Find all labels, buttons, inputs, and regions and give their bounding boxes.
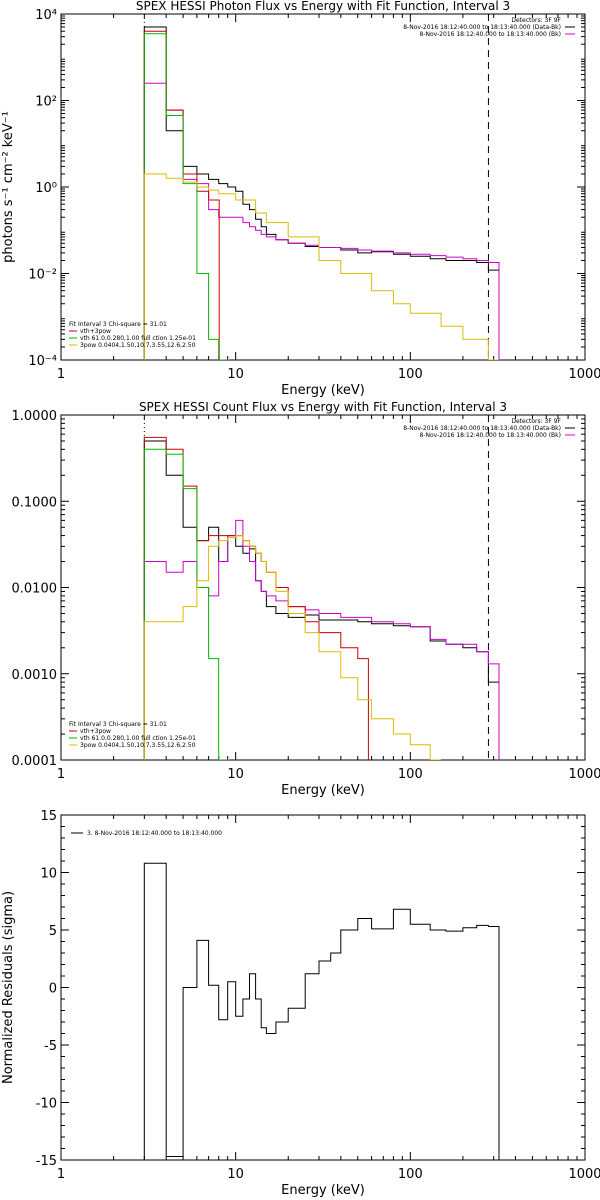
fit-legend-item: vth+3pow	[80, 728, 111, 735]
x-axis-label: Energy (keV)	[281, 783, 365, 798]
fit-legend-item: 3pow 0.0404,1.50,10.7,3.55,12.6,2.50	[80, 742, 196, 749]
header-legend-item: 8-Nov-2016 18:12:40.000 to 18:13:40.000 …	[419, 31, 561, 38]
panel-3	[60, 814, 586, 1161]
fit-legend-item: vth 61.0,0.280,1.00 full ction 1.25e-01	[80, 335, 196, 342]
x-tick-label: 1000	[568, 367, 600, 382]
x-axis-label: Energy (keV)	[281, 383, 365, 398]
plot-frame	[60, 13, 586, 361]
series-line	[143, 26, 500, 360]
y-tick-label: -10	[36, 1097, 57, 1112]
series-line	[143, 173, 499, 360]
y-tick-label: 5	[49, 924, 57, 939]
fit-legend-header: Fit Interval 3 Chi-square = 31.01	[69, 721, 167, 728]
x-tick-label: 1	[57, 1167, 65, 1182]
y-tick-label: 10⁻²	[28, 268, 57, 283]
y-tick-label: 10⁴	[35, 8, 57, 23]
panel-1	[60, 13, 586, 361]
series-line	[143, 436, 369, 760]
chart-title: SPEX HESSI Photon Flux vs Energy with Fi…	[136, 0, 510, 13]
y-tick-label: 10²	[35, 95, 57, 110]
series-line	[143, 535, 441, 760]
y-tick-label: 0.0010	[12, 668, 58, 683]
legend-item: 3. 8-Nov-2016 18:12:40.000 to 18:13:40.0…	[87, 830, 222, 837]
y-tick-label: 15	[40, 809, 57, 824]
header-legend-item: Detectors: 3F 9F	[511, 17, 561, 24]
header-legend-item: 8-Nov-2016 18:12:40.000 to 18:13:40.000 …	[403, 425, 561, 432]
plot-frame	[60, 414, 586, 761]
x-tick-label: 10	[227, 767, 244, 782]
x-tick-label: 100	[398, 1167, 423, 1182]
y-tick-label: 0	[49, 982, 57, 997]
x-tick-label: 10	[227, 1167, 244, 1182]
y-tick-label: 0.1000	[12, 495, 58, 510]
x-tick-label: 10	[227, 367, 244, 382]
y-tick-label: 1.0000	[12, 409, 58, 424]
header-legend-item: 8-Nov-2016 18:12:40.000 to 18:13:40.000 …	[419, 432, 561, 439]
chart-title: SPEX HESSI Count Flux vs Energy with Fit…	[139, 400, 507, 414]
x-axis-label: Energy (keV)	[281, 1183, 365, 1198]
x-tick-label: 1000	[568, 767, 600, 782]
fit-legend-item: vth+3pow	[80, 328, 111, 335]
fit-legend-header: Fit Interval 3 Chi-square = 31.01	[69, 321, 167, 328]
fit-legend-item: vth 61.0,0.280,1.00 full ction 1.25e-01	[80, 735, 196, 742]
y-tick-label: -15	[36, 1154, 57, 1169]
y-axis-label: photons s⁻¹ cm⁻² keV⁻¹	[1, 111, 16, 263]
x-tick-label: 100	[398, 767, 423, 782]
y-axis-label: Normalized Residuals (sigma)	[1, 891, 16, 1084]
x-tick-label: 1	[57, 367, 65, 382]
plot-frame	[60, 814, 586, 1161]
y-tick-label: 0.0001	[12, 754, 58, 769]
series-line	[143, 82, 500, 360]
x-tick-label: 1	[57, 767, 65, 782]
y-tick-label: 0.0100	[12, 582, 58, 597]
series-line	[143, 519, 500, 760]
series-line	[143, 440, 500, 760]
y-tick-label: -5	[44, 1039, 57, 1054]
fit-legend-item: 3pow 0.0404,1.50,10.7,3.55,12.6,2.50	[80, 342, 196, 349]
x-tick-label: 1000	[568, 1167, 600, 1182]
series-line	[143, 33, 230, 360]
x-tick-label: 100	[398, 367, 423, 382]
y-tick-label: 10⁰	[35, 181, 57, 196]
y-tick-label: 10⁻⁴	[28, 354, 57, 369]
header-legend-item: Detectors: 3F 9F	[511, 418, 561, 425]
series-line	[143, 448, 230, 760]
y-tick-label: 10	[40, 867, 57, 882]
header-legend-item: 8-Nov-2016 18:12:40.000 to 18:13:40.000 …	[403, 24, 561, 31]
series-line	[143, 30, 220, 360]
series-line	[143, 862, 500, 1160]
panel-2	[60, 414, 586, 761]
